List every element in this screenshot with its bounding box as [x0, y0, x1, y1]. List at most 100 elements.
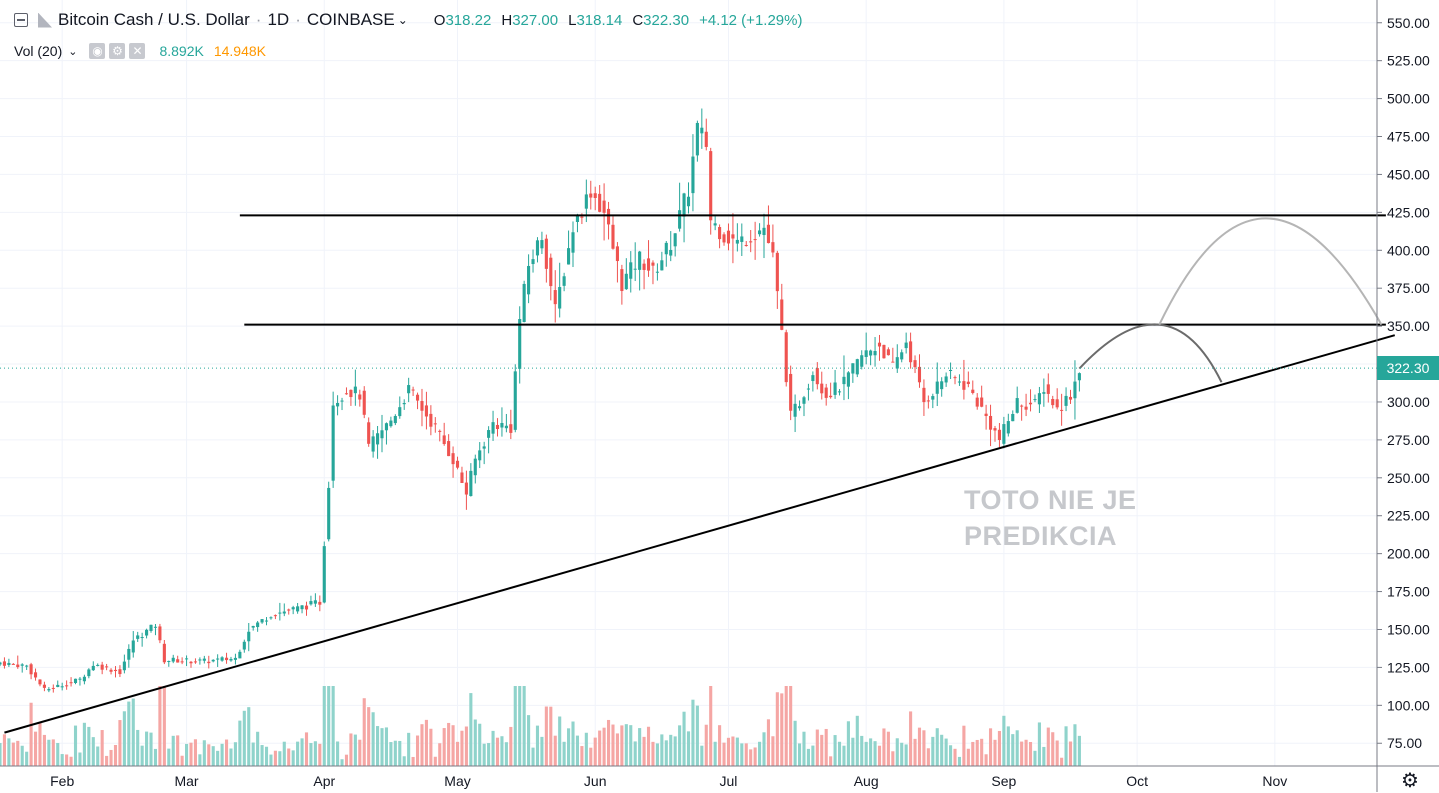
volume-bar	[1028, 742, 1033, 766]
volume-bar	[935, 728, 939, 766]
volume-bar	[691, 699, 695, 766]
volume-bar	[811, 745, 815, 766]
annotation-line-1: TOTO NIE JE	[964, 485, 1137, 515]
projection-arc	[1078, 323, 1223, 383]
volume-bar	[678, 725, 682, 766]
volume-bar	[300, 738, 304, 766]
candle-body	[562, 276, 566, 286]
volume-bar	[82, 722, 86, 766]
volume-bar	[584, 732, 588, 766]
volume-bar	[882, 728, 886, 766]
volume-bar	[455, 741, 460, 766]
candle-body	[673, 233, 677, 247]
candle-body	[949, 370, 953, 372]
visibility-icon[interactable]: ◉	[89, 43, 106, 59]
candle-body	[913, 360, 917, 368]
volume-bar	[389, 742, 393, 766]
candle-body	[220, 657, 224, 661]
ohlc-low: L318.14	[568, 11, 623, 29]
candle-body	[509, 424, 513, 433]
volume-bar	[336, 741, 340, 766]
candle-body	[869, 350, 873, 356]
volume-bar	[513, 686, 517, 766]
volume-bar	[278, 751, 282, 766]
volume-bar	[33, 731, 38, 766]
volume-indicator-label[interactable]: Vol (20)	[14, 43, 63, 59]
volume-bar	[105, 755, 109, 766]
chevron-down-icon[interactable]: ⌄	[397, 13, 408, 27]
candle-body	[815, 368, 819, 385]
candle-body	[549, 257, 553, 287]
candle-body	[571, 232, 575, 253]
volume-bar	[651, 741, 655, 766]
interval-label[interactable]: 1D	[267, 10, 290, 29]
volume-bar	[984, 754, 988, 766]
candle-body	[233, 657, 237, 660]
candle-body	[402, 402, 406, 405]
volume-bar	[367, 707, 371, 766]
volume-bar	[549, 706, 553, 766]
volume-bar	[38, 722, 42, 766]
annotation-text[interactable]: TOTO NIE JE PREDIKCIA	[964, 482, 1137, 554]
volume-bar	[567, 728, 571, 766]
candle-body	[917, 366, 922, 383]
candle-body	[153, 626, 158, 628]
volume-bar	[518, 686, 522, 766]
volume-bar	[1006, 726, 1010, 766]
volume-bar	[91, 737, 95, 766]
candle-body	[105, 666, 109, 668]
candle-body	[411, 389, 415, 391]
volume-bar	[233, 742, 237, 766]
volume-bar	[464, 726, 468, 766]
candle-body	[806, 388, 810, 390]
candle-body	[504, 425, 508, 429]
candle-body	[1006, 421, 1010, 434]
candle-body	[33, 672, 38, 678]
collapse-icon[interactable]	[14, 13, 28, 27]
volume-bar	[602, 727, 606, 766]
settings-icon[interactable]: ⚙	[109, 43, 126, 59]
volume-bar	[411, 756, 415, 766]
close-icon[interactable]: ✕	[129, 43, 146, 59]
candle-body	[2, 661, 6, 666]
exchange-label[interactable]: COINBASE	[306, 10, 395, 29]
x-tick-label: Aug	[854, 773, 879, 789]
candle-body	[20, 664, 24, 666]
candle-body	[100, 664, 104, 670]
candle-body	[0, 662, 2, 665]
projection-arc	[1158, 217, 1383, 326]
volume-bar	[158, 686, 162, 766]
candle-body	[766, 224, 771, 244]
volume-bar	[16, 740, 20, 766]
candle-body	[260, 619, 264, 623]
y-tick-label: 125.00	[1387, 659, 1430, 675]
volume-bar	[695, 705, 699, 766]
candle-body	[256, 622, 260, 628]
volume-bar	[544, 706, 548, 766]
volume-bar	[611, 724, 615, 766]
volume-bar	[309, 743, 313, 766]
volume-bar	[211, 746, 215, 766]
gear-icon[interactable]: ⚙	[1401, 770, 1419, 792]
candle-body	[709, 151, 713, 221]
candle-body	[433, 423, 437, 425]
candle-body	[642, 263, 646, 270]
symbol-name[interactable]: Bitcoin Cash / U.S. Dollar	[58, 10, 250, 29]
volume-bar	[589, 747, 593, 766]
candle-body	[1024, 406, 1028, 410]
volume-bar	[349, 733, 353, 766]
candle-body	[136, 635, 140, 639]
volume-bar	[1033, 750, 1037, 766]
volume-legend: Vol (20) ⌄ ◉ ⚙ ✕ 8.892K 14.948K	[0, 38, 266, 64]
y-tick-label: 450.00	[1387, 166, 1430, 182]
volume-bar	[527, 715, 531, 766]
candle-body	[16, 664, 20, 668]
candle-body	[82, 676, 86, 682]
candle-body	[797, 406, 802, 409]
volume-bar	[682, 711, 686, 766]
candle-body	[775, 252, 779, 292]
chevron-down-icon[interactable]: ⌄	[68, 45, 78, 58]
price-change: +4.12 (+1.29%)	[699, 11, 803, 29]
volume-bar	[944, 738, 948, 766]
